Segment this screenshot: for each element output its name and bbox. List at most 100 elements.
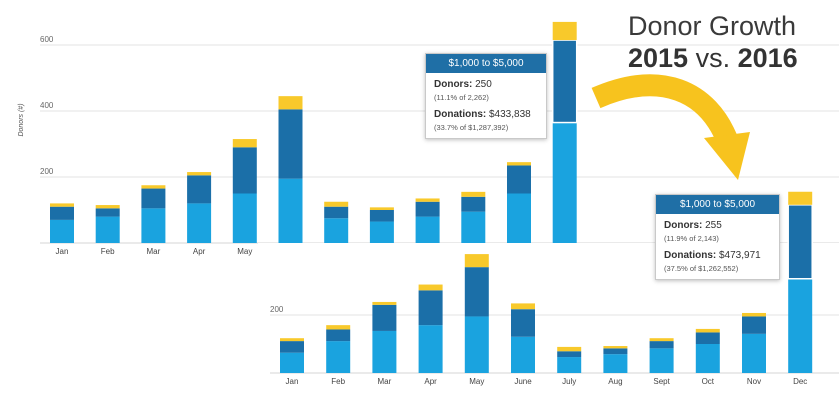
bar-segment[interactable]	[742, 316, 766, 334]
bar-segment[interactable]	[507, 162, 531, 166]
bar-segment[interactable]	[742, 333, 766, 373]
bar-segment[interactable]	[742, 312, 766, 317]
bar-segment[interactable]	[695, 332, 720, 344]
bar-segment[interactable]	[232, 139, 257, 148]
bar-segment[interactable]	[278, 109, 303, 179]
bar-segment[interactable]	[461, 196, 486, 212]
bar-segment[interactable]	[278, 96, 303, 110]
x-tick-label: Feb	[331, 377, 345, 386]
bar-segment[interactable]	[788, 191, 813, 205]
bar-segment[interactable]	[50, 206, 74, 220]
x-tick-label: Aug	[608, 377, 622, 386]
bar-segment[interactable]	[141, 185, 166, 189]
bar-segment[interactable]	[141, 188, 166, 209]
bar-segment[interactable]	[415, 198, 440, 202]
bar-segment[interactable]	[50, 203, 74, 207]
bar-segment[interactable]	[507, 165, 531, 194]
bar-segment[interactable]	[551, 39, 578, 124]
bar-segment[interactable]	[278, 178, 303, 243]
bar-segment[interactable]	[649, 341, 674, 349]
bar-segment[interactable]	[695, 328, 720, 333]
tooltip-donations-label: Donations:	[434, 109, 487, 120]
bar-segment[interactable]	[326, 329, 351, 342]
bar-segment[interactable]	[415, 201, 440, 217]
bar-segment[interactable]	[511, 303, 535, 310]
bar-segment[interactable]	[187, 203, 212, 243]
bar-segment[interactable]	[95, 216, 120, 243]
y-tick-label: 400	[40, 101, 54, 110]
bar-segment[interactable]	[461, 211, 486, 243]
bar-segment[interactable]	[369, 207, 394, 210]
bar-segment[interactable]	[369, 210, 394, 222]
x-tick-label: Jan	[286, 377, 299, 386]
bar-segment[interactable]	[511, 309, 535, 337]
bar-segment[interactable]	[418, 284, 443, 291]
x-tick-label: July	[562, 377, 576, 386]
headline-year-2016: 2016	[737, 43, 798, 73]
bar-segment[interactable]	[552, 122, 577, 243]
bar-segment[interactable]	[324, 206, 349, 219]
bar-segment[interactable]	[369, 221, 394, 243]
y-tick-label: 200	[270, 305, 284, 314]
bar-segment[interactable]	[464, 254, 489, 268]
bar-segment[interactable]	[695, 344, 720, 373]
headline-year-2015: 2015	[628, 43, 689, 73]
bar-segment[interactable]	[280, 352, 304, 373]
bar-segment[interactable]	[326, 325, 351, 330]
headline: Donor Growth 2015 vs. 2016	[628, 10, 828, 74]
bar-segment[interactable]	[326, 341, 351, 373]
bar-segment[interactable]	[557, 346, 582, 352]
bar-segment[interactable]	[372, 330, 397, 373]
x-tick-label: June	[514, 377, 532, 386]
tooltip-donations-sub: (37.5% of $1,262,552)	[664, 264, 739, 273]
bar-segment[interactable]	[372, 301, 397, 305]
bar-segment[interactable]	[649, 348, 674, 373]
bar-segment[interactable]	[461, 191, 486, 197]
tooltip-header: $1,000 to $5,000	[426, 54, 546, 73]
bar-segment[interactable]	[788, 278, 813, 373]
bar-segment[interactable]	[187, 172, 212, 176]
x-tick-label: May	[469, 377, 484, 386]
bar-segment[interactable]	[415, 216, 440, 243]
bar-segment[interactable]	[649, 338, 674, 342]
y-axis-label: Donors (#)	[18, 103, 25, 136]
bar-segment[interactable]	[418, 290, 443, 326]
x-tick-label: May	[237, 247, 252, 256]
bar-segment[interactable]	[507, 193, 531, 244]
headline-title: Donor Growth	[628, 11, 797, 41]
bar-segment[interactable]	[232, 193, 257, 244]
x-tick-label: Apr	[424, 377, 437, 386]
bar-segment[interactable]	[603, 348, 628, 355]
tooltip-donors-sub: (11.1% of 2,262)	[434, 93, 489, 102]
tooltip-donations-label: Donations:	[664, 250, 717, 261]
bar-segment[interactable]	[464, 267, 489, 317]
bar-segment[interactable]	[557, 351, 582, 358]
bar-segment[interactable]	[787, 204, 813, 280]
bar-segment[interactable]	[141, 208, 166, 243]
tooltip-header: $1,000 to $5,000	[656, 195, 779, 214]
headline-vs: vs.	[695, 43, 731, 73]
bar-segment[interactable]	[418, 325, 443, 373]
bar-segment[interactable]	[280, 341, 304, 353]
bar-segment[interactable]	[603, 354, 628, 373]
bar-segment[interactable]	[324, 218, 349, 243]
bar-segment[interactable]	[50, 219, 74, 243]
bar-segment[interactable]	[552, 21, 577, 41]
chart-2016: 200 Jan Feb Mar Apr May June July Aug Sept Oct Nov D…	[270, 191, 839, 386]
bar-segment[interactable]	[324, 201, 349, 207]
x-tick-label: Nov	[747, 377, 761, 386]
x-tick-label: Oct	[702, 377, 715, 386]
bar-segment[interactable]	[280, 338, 304, 342]
bar-segment[interactable]	[232, 147, 257, 194]
bar-segment[interactable]	[603, 346, 628, 349]
bar-segment[interactable]	[95, 205, 120, 209]
bar-segment[interactable]	[95, 208, 120, 217]
bar-segment[interactable]	[187, 175, 212, 204]
bar-segment[interactable]	[557, 357, 582, 373]
bar-segment[interactable]	[464, 316, 489, 373]
bar-segment[interactable]	[372, 304, 397, 331]
tooltip-donors-label: Donors:	[664, 220, 703, 231]
tooltip-2015: $1,000 to $5,000 Donors: 250 (11.1% of 2…	[425, 53, 547, 139]
bar-segment[interactable]	[511, 336, 535, 373]
